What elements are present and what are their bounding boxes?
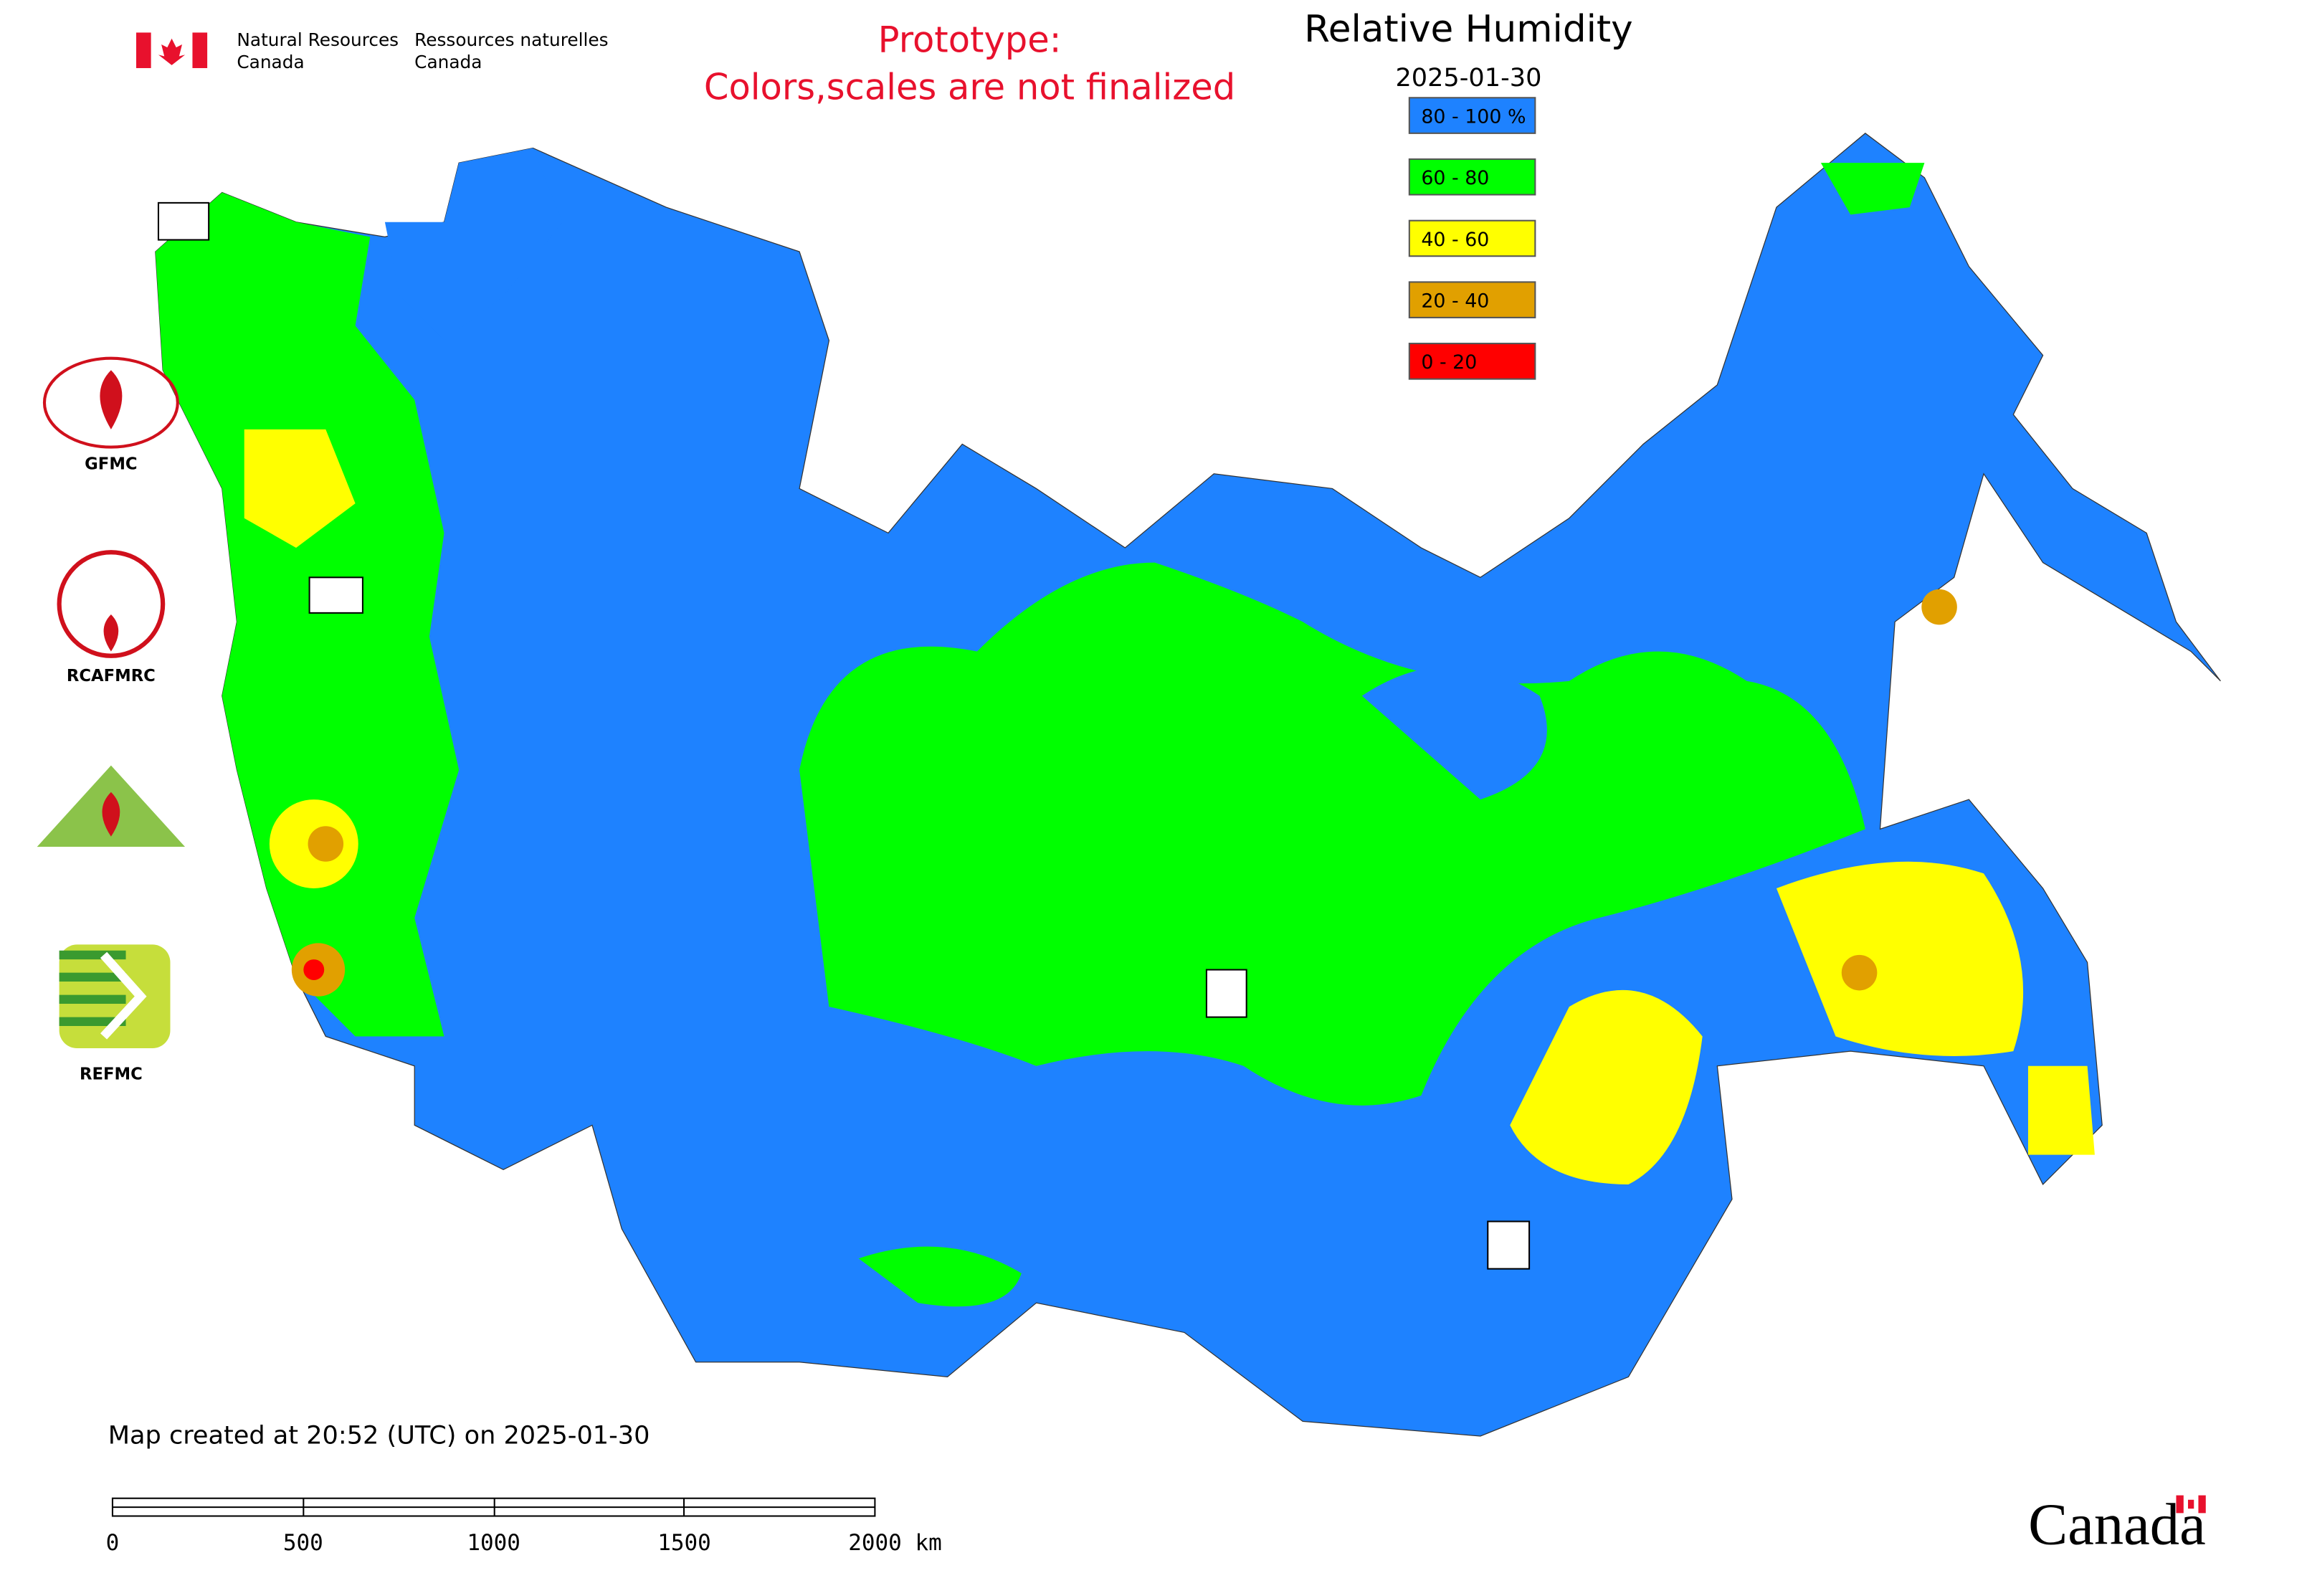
- logo-label: REFMC: [80, 1065, 143, 1083]
- legend-swatch: [1408, 343, 1536, 380]
- org-fr: Canada: [414, 52, 482, 72]
- scale-labels: 0 500 1000 1500 2000 km: [106, 1530, 942, 1556]
- created-note: Map created at 20:52 (UTC) on 2025-01-30: [108, 1420, 650, 1450]
- station-marker: [1487, 1220, 1531, 1270]
- legend-label: 20 - 40: [1421, 290, 1489, 312]
- legend-label: 0 - 20: [1421, 351, 1477, 374]
- map-date: 2025-01-30: [1395, 63, 1541, 92]
- station-marker: [157, 201, 210, 241]
- rcafmrc-logo: [57, 550, 166, 658]
- legend-swatch: [1408, 97, 1536, 134]
- canada-flag: [135, 32, 208, 68]
- map-area: [155, 133, 2221, 1437]
- notice: Prototype:: [878, 19, 1062, 60]
- scale-label: 0: [106, 1530, 120, 1556]
- legend-swatch: [1408, 219, 1536, 257]
- logo-label: GFMC: [85, 455, 137, 474]
- scale-label: 500: [283, 1530, 323, 1556]
- legend-swatch: [1408, 281, 1536, 318]
- org-fr: Ressources naturelles: [414, 29, 608, 50]
- scale-label: 1500: [657, 1530, 711, 1556]
- canada-wordmark: Canada: [2028, 1491, 2206, 1557]
- legend: 80 - 100 % 60 - 80 40 - 60 20 - 40 0 - 20: [1408, 97, 1536, 380]
- legend-label: 40 - 60: [1421, 229, 1489, 251]
- notice: Colors,scales are not finalized: [704, 66, 1235, 108]
- legend-swatch: [1408, 158, 1536, 196]
- canada-wordmark-flag: [2176, 1495, 2206, 1514]
- legend-label: 60 - 80: [1421, 167, 1489, 189]
- legend-label: 80 - 100 %: [1421, 105, 1526, 128]
- scale-label: 2000 km: [848, 1530, 942, 1556]
- logo-label: RCAFMRC: [67, 667, 156, 685]
- map-title: Relative Humidity: [1304, 8, 1633, 51]
- station-marker: [308, 576, 363, 614]
- station-marker: [1205, 969, 1247, 1018]
- gfmc-logo: [42, 356, 179, 449]
- refmc-logo: [59, 944, 171, 1048]
- scale-bar: [111, 1497, 876, 1517]
- org-en: Natural Resources: [237, 29, 399, 50]
- scale-label: 1000: [467, 1530, 520, 1556]
- reefmc-logo: [37, 765, 189, 865]
- org-en: Canada: [237, 52, 304, 72]
